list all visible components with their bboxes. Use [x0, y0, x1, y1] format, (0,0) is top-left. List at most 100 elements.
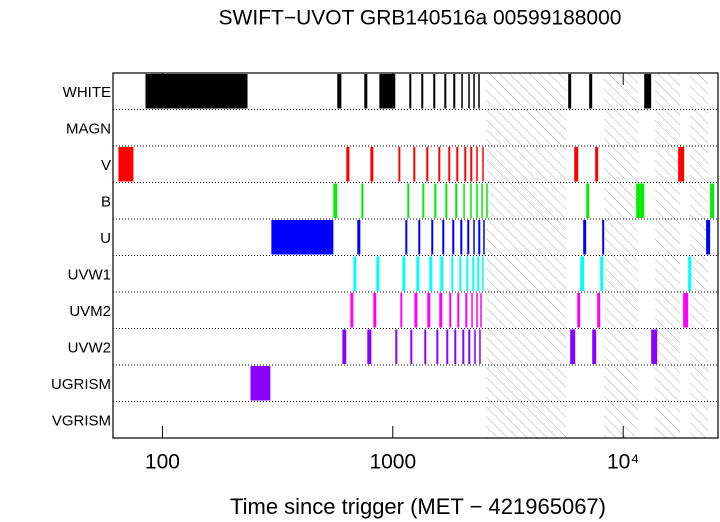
- exposure-bar: [471, 293, 473, 328]
- exposure-bar: [433, 74, 436, 109]
- exposure-bar: [431, 220, 434, 255]
- exposure-bar: [478, 74, 480, 109]
- exposure-bar: [464, 147, 467, 182]
- row-label: UVW1: [68, 267, 111, 284]
- exposure-bar: [451, 256, 454, 291]
- exposure-bar: [421, 74, 424, 109]
- exposure-bar: [445, 183, 448, 218]
- exposure-bar: [461, 74, 463, 109]
- hatched-gap: [486, 73, 567, 438]
- exposure-bar: [570, 329, 576, 364]
- exposure-bar: [402, 256, 406, 291]
- exposure-bar: [636, 183, 645, 218]
- exposure-bar: [574, 147, 579, 182]
- exposure-bar: [474, 329, 476, 364]
- row-label: B: [101, 194, 111, 211]
- exposure-bar: [473, 220, 475, 255]
- x-tick-label: 1000: [369, 451, 416, 474]
- exposure-bar: [482, 256, 484, 291]
- exposure-bar: [568, 74, 572, 109]
- exposure-bar: [466, 256, 469, 291]
- exposure-bar: [250, 366, 271, 401]
- exposure-bar: [470, 147, 473, 182]
- exposure-bar: [462, 329, 465, 364]
- exposure-bar: [449, 293, 452, 328]
- exposure-bar: [373, 293, 377, 328]
- exposure-bar: [333, 183, 338, 218]
- exposure-bar: [465, 293, 468, 328]
- exposure-bar: [483, 220, 485, 255]
- exposure-bar: [452, 220, 455, 255]
- row-label: VGRISM: [52, 413, 111, 430]
- row-label: MAGN: [66, 121, 111, 138]
- exposure-bar: [361, 183, 364, 218]
- exposure-bar: [346, 147, 350, 182]
- exposure-bar: [427, 293, 431, 328]
- exposure-bar: [434, 183, 437, 218]
- exposure-bar: [600, 256, 604, 291]
- exposure-bar: [424, 329, 427, 364]
- hatched-gap: [690, 73, 709, 438]
- exposure-bar: [422, 183, 425, 218]
- x-tick-label: 100: [145, 451, 180, 474]
- exposure-bar: [367, 329, 372, 364]
- exposure-bar: [644, 74, 652, 109]
- row-label: UVW2: [68, 340, 111, 357]
- row-label: U: [100, 230, 111, 247]
- exposure-bar: [453, 74, 456, 109]
- exposure-bar: [481, 183, 483, 218]
- exposure-bar: [145, 74, 248, 109]
- exposure-bar: [395, 329, 398, 364]
- exposure-bar: [405, 220, 408, 255]
- exposure-bar: [400, 293, 403, 328]
- row-label: V: [101, 157, 111, 174]
- exposure-bar: [454, 329, 457, 364]
- x-tick-label: 10⁴: [607, 451, 639, 474]
- exposure-bar: [413, 147, 416, 182]
- exposure-bar: [426, 147, 429, 182]
- exposure-bar: [586, 183, 590, 218]
- exposure-bar: [407, 183, 410, 218]
- hatched-gap: [604, 73, 639, 438]
- exposure-bar: [398, 147, 401, 182]
- exposure-bar: [446, 329, 449, 364]
- exposure-bar: [577, 293, 581, 328]
- exposure-bar: [364, 74, 368, 109]
- exposure-bar: [678, 147, 685, 182]
- exposure-bar: [457, 293, 460, 328]
- exposure-bar: [602, 220, 605, 255]
- exposure-bar: [353, 256, 357, 291]
- exposure-bar: [478, 220, 481, 255]
- exposure-bar: [376, 256, 380, 291]
- exposure-bar: [595, 147, 599, 182]
- exposure-bar: [472, 256, 475, 291]
- exposure-bar: [482, 147, 484, 182]
- exposure-bar: [438, 147, 441, 182]
- chart-title: SWIFT−UVOT GRB140516a 00599188000: [219, 7, 622, 30]
- exposure-bar: [476, 183, 478, 218]
- exposure-bar: [410, 329, 413, 364]
- exposure-bar: [476, 293, 478, 328]
- exposure-bar: [409, 74, 412, 109]
- exposure-bar: [467, 220, 470, 255]
- exposure-bar: [477, 256, 480, 291]
- exposure-bar: [342, 329, 347, 364]
- row-label: UVM2: [69, 303, 111, 320]
- exposure-bar: [470, 183, 472, 218]
- exposure-bar: [456, 147, 459, 182]
- exposure-bar: [473, 74, 475, 109]
- exposure-bar: [706, 220, 711, 255]
- exposure-bar: [418, 220, 421, 255]
- exposure-bar: [651, 329, 658, 364]
- exposure-bar: [455, 183, 458, 218]
- plot-frame: [112, 72, 719, 439]
- exposure-bar: [416, 256, 420, 291]
- exposure-bar: [379, 74, 396, 109]
- exposure-bar: [476, 147, 478, 182]
- exposure-bar: [448, 147, 451, 182]
- exposure-bar: [683, 293, 689, 328]
- exposure-bar: [436, 329, 439, 364]
- exposure-bar: [444, 74, 447, 109]
- exposure-bar: [486, 183, 488, 218]
